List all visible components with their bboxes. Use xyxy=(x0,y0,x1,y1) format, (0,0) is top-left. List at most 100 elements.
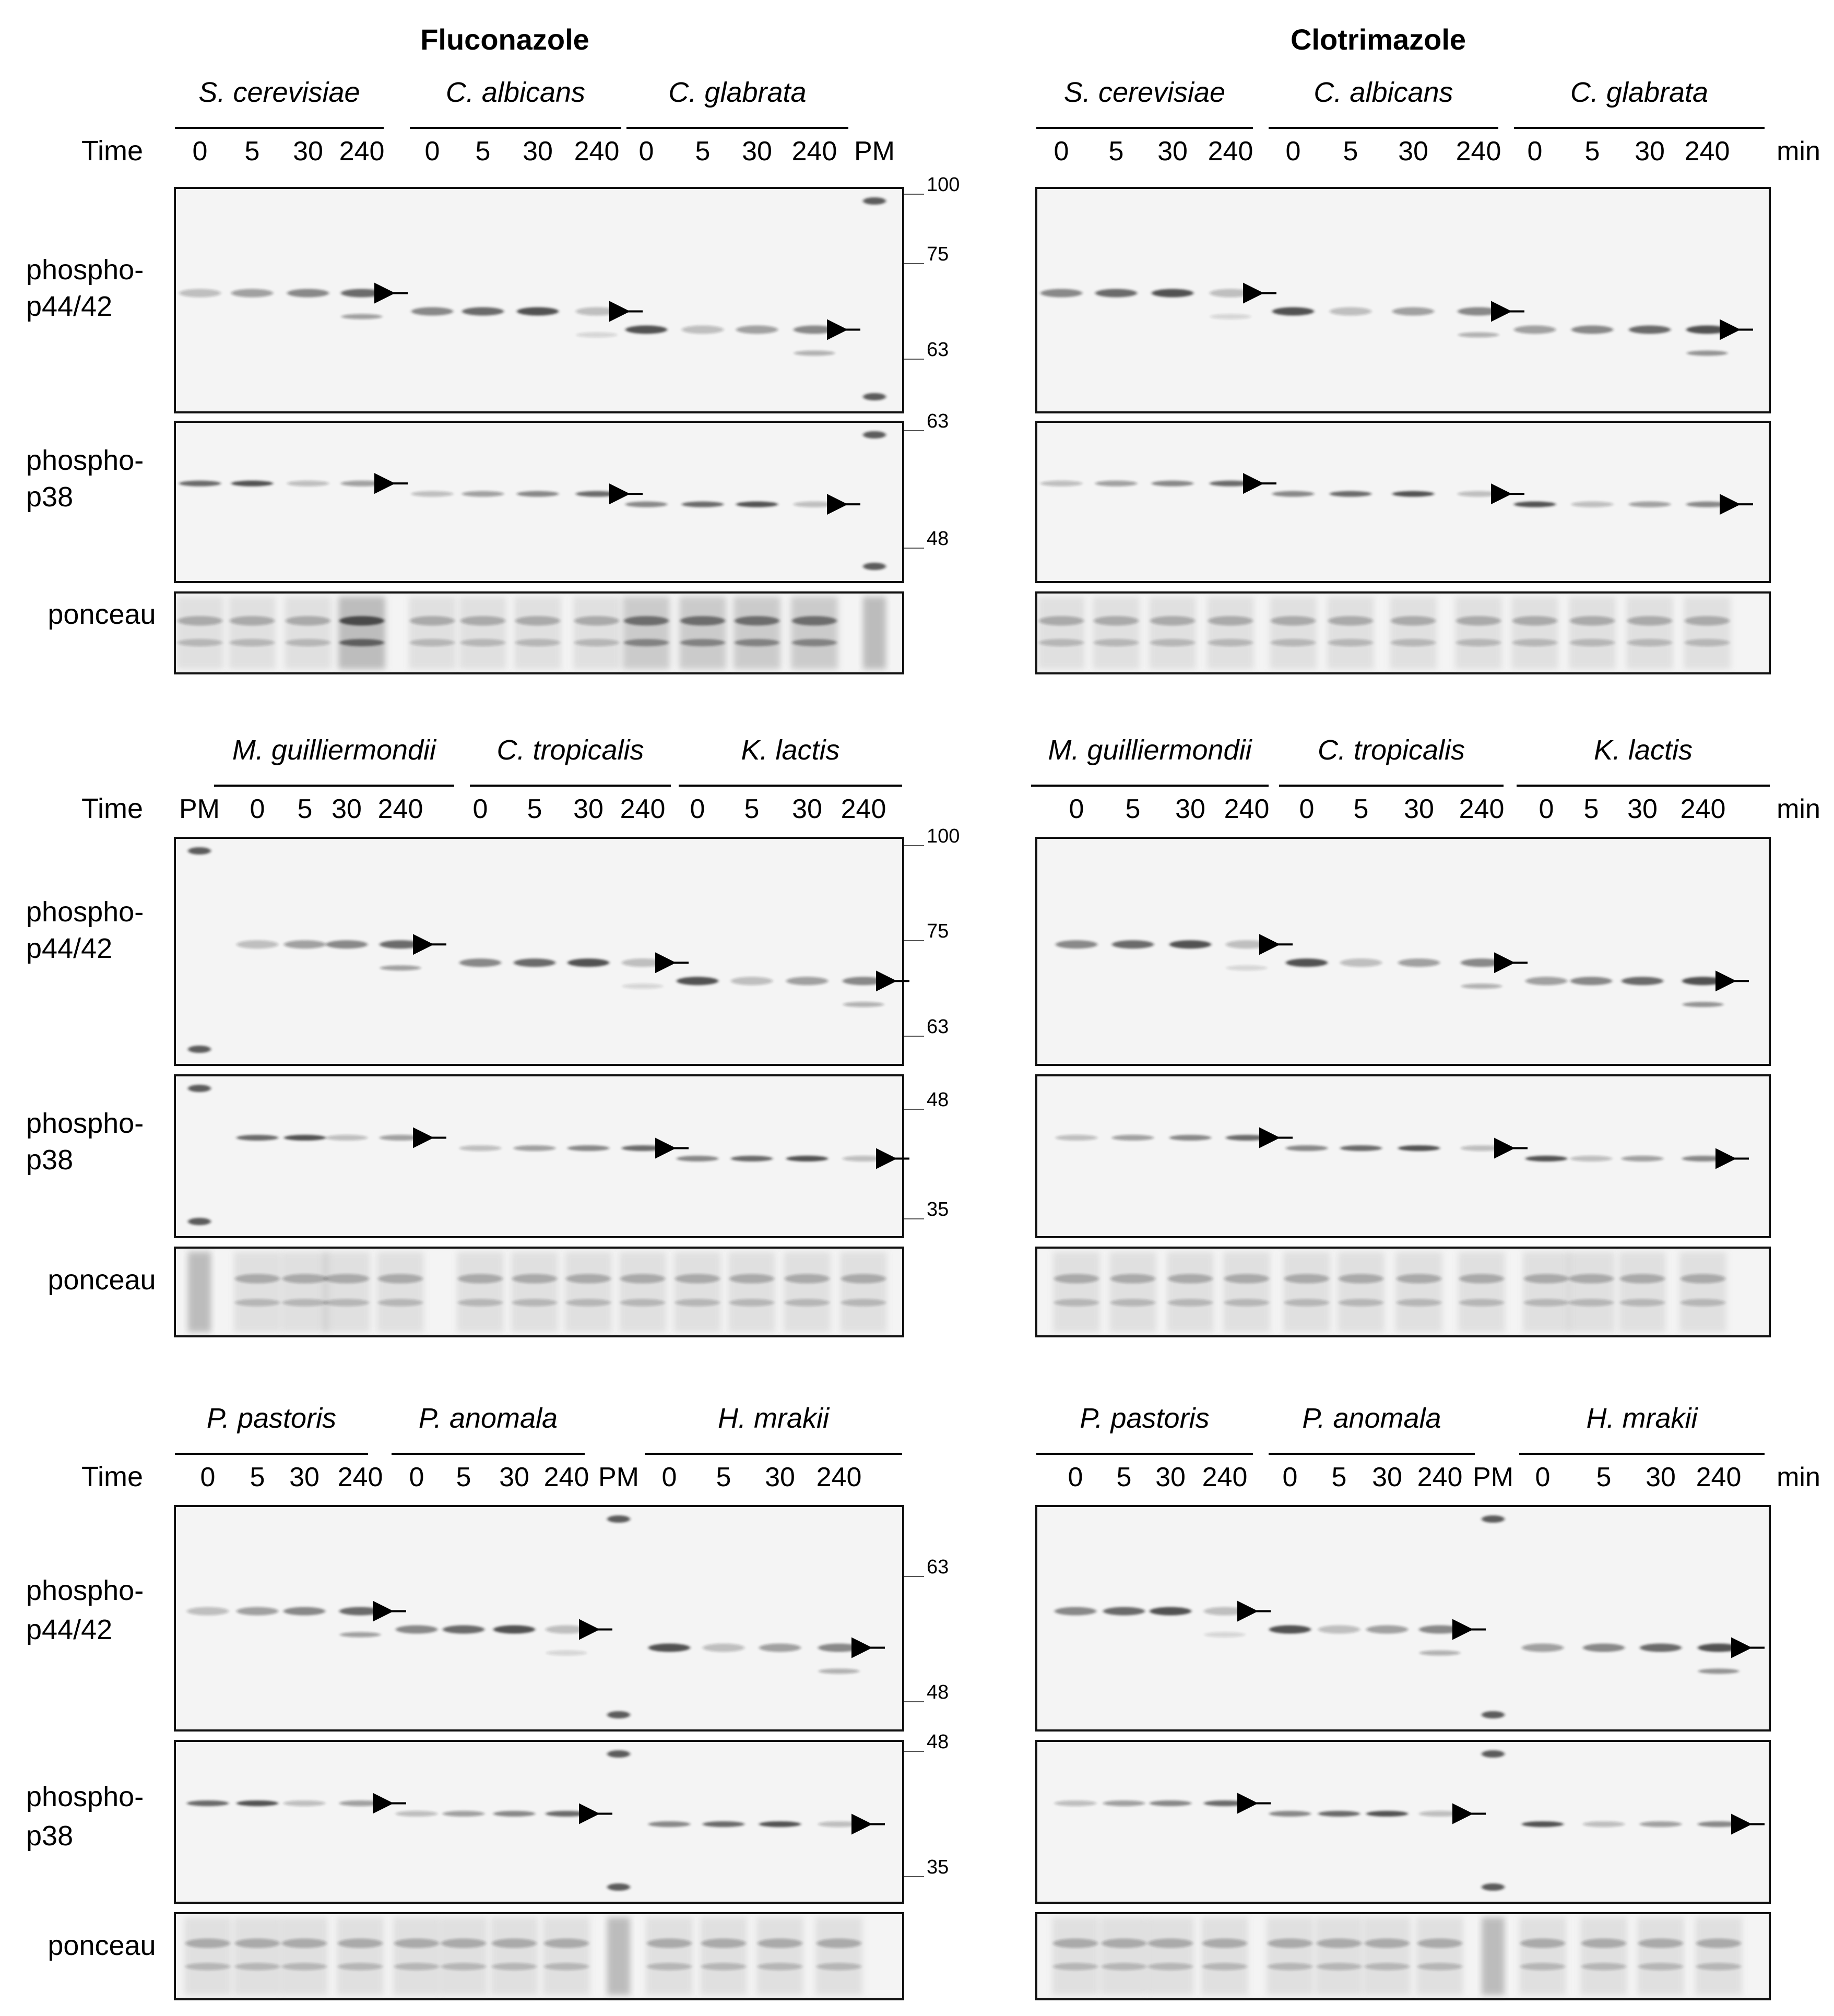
mw-marker-label: 75 xyxy=(927,243,949,265)
species-label: C. glabrata xyxy=(668,77,806,108)
time-point-label: 0 xyxy=(1069,794,1084,824)
time-point-label: 240 xyxy=(620,794,666,824)
mw-marker-label: 48 xyxy=(927,528,949,550)
time-point-label: 0 xyxy=(1286,136,1301,167)
time-point-label: 0 xyxy=(193,136,208,167)
time-point-label: 30 xyxy=(332,794,362,824)
time-point-label: 0 xyxy=(1528,136,1543,167)
time-point-label: 5 xyxy=(695,136,711,167)
species-label: H. mrakii xyxy=(718,1403,830,1434)
mw-marker-label: 63 xyxy=(927,1556,949,1578)
time-point-label: 0 xyxy=(662,1462,677,1492)
blot-row-label: phospho- xyxy=(26,1781,144,1812)
time-point-label: 30 xyxy=(1175,794,1205,824)
time-point-label: 30 xyxy=(742,136,772,167)
phospho-p44-42-blot xyxy=(174,837,904,1066)
time-point-label: 0 xyxy=(639,136,654,167)
time-point-label: 5 xyxy=(476,136,491,167)
phospho-p38-blot xyxy=(174,1074,904,1238)
blot-row-label: ponceau xyxy=(48,599,156,630)
time-point-label: 240 xyxy=(1681,794,1726,824)
species-label: M. guilliermondii xyxy=(1048,734,1252,766)
time-point-label: 240 xyxy=(339,136,385,167)
phospho-p44-42-blot xyxy=(174,187,904,413)
time-point-label: 30 xyxy=(792,794,822,824)
mw-marker-label: 100 xyxy=(927,825,960,847)
time-point-label: 5 xyxy=(744,794,760,824)
mw-marker-label: 100 xyxy=(927,174,960,196)
time-point-label: 0 xyxy=(425,136,440,167)
mw-marker-label: 75 xyxy=(927,920,949,942)
time-point-label: 5 xyxy=(298,794,313,824)
mw-marker-label: 63 xyxy=(927,1016,949,1038)
time-point-label: 5 xyxy=(1332,1462,1347,1492)
time-point-label: 240 xyxy=(841,794,886,824)
species-label: P. pastoris xyxy=(1080,1403,1209,1434)
phospho-p44-42-blot xyxy=(1035,837,1771,1066)
phospho-p44-42-blot xyxy=(174,1505,904,1732)
time-point-label: 0 xyxy=(473,794,488,824)
phospho-p38-blot xyxy=(1035,1740,1771,1904)
time-axis-label: Time xyxy=(81,1461,143,1492)
time-point-label: 240 xyxy=(544,1462,589,1492)
species-label: C. tropicalis xyxy=(496,734,644,766)
time-point-label: 240 xyxy=(338,1462,383,1492)
time-point-label: 5 xyxy=(1126,794,1141,824)
mw-marker-label: 48 xyxy=(927,1731,949,1753)
time-point-label: 0 xyxy=(250,794,265,824)
time-unit-label: min xyxy=(1777,136,1820,167)
species-label: C. albicans xyxy=(446,77,585,108)
time-point-label: 30 xyxy=(1372,1462,1402,1492)
mw-marker-label: 63 xyxy=(927,410,949,432)
mw-marker-label: 35 xyxy=(927,1856,949,1878)
mw-marker-label: 48 xyxy=(927,1089,949,1111)
phospho-p38-blot xyxy=(174,421,904,583)
species-label: P. anomala xyxy=(419,1403,558,1434)
blot-row-label: p38 xyxy=(26,1820,73,1852)
time-point-label: 0 xyxy=(200,1462,216,1492)
time-point-label: 240 xyxy=(1417,1462,1463,1492)
time-point-label: 240 xyxy=(1696,1462,1742,1492)
time-point-label: 5 xyxy=(1354,794,1369,824)
time-point-label: 5 xyxy=(716,1462,731,1492)
time-point-label: 0 xyxy=(1054,136,1069,167)
time-point-label: 0 xyxy=(1283,1462,1298,1492)
time-point-label: 30 xyxy=(289,1462,320,1492)
protein-marker-label: PM xyxy=(179,794,220,824)
time-point-label: 30 xyxy=(1398,136,1428,167)
phospho-p38-blot xyxy=(174,1740,904,1904)
species-label: K. lactis xyxy=(1594,734,1693,766)
panel-title-fluconazole: Fluconazole xyxy=(420,23,589,56)
blot-row-label: phospho- xyxy=(26,1108,144,1139)
time-point-label: 0 xyxy=(1535,1462,1551,1492)
phospho-p44-42-blot xyxy=(1035,187,1771,413)
blot-row-label: p44/42 xyxy=(26,933,112,964)
time-point-label: 240 xyxy=(792,136,837,167)
time-point-label: 240 xyxy=(1456,136,1501,167)
species-label: S. cerevisiae xyxy=(1064,77,1225,108)
blot-row-label: phospho- xyxy=(26,254,144,286)
time-point-label: 5 xyxy=(1343,136,1358,167)
time-point-label: 240 xyxy=(1202,1462,1248,1492)
phospho-p44-42-blot xyxy=(1035,1505,1771,1732)
time-point-label: 30 xyxy=(573,794,604,824)
blot-row-label: p38 xyxy=(26,481,73,513)
blot-row-label: ponceau xyxy=(48,1264,156,1296)
time-point-label: 30 xyxy=(1157,136,1188,167)
species-label: P. pastoris xyxy=(207,1403,336,1434)
species-label: K. lactis xyxy=(741,734,839,766)
mw-marker-label: 63 xyxy=(927,339,949,361)
species-label: H. mrakii xyxy=(1587,1403,1699,1434)
time-point-label: 30 xyxy=(523,136,553,167)
species-label: M. guilliermondii xyxy=(232,734,437,766)
time-point-label: 30 xyxy=(1635,136,1665,167)
protein-marker-label: PM xyxy=(854,136,895,167)
time-unit-label: min xyxy=(1777,794,1820,824)
blot-row-label: p38 xyxy=(26,1144,73,1176)
time-point-label: 240 xyxy=(574,136,620,167)
time-point-label: 0 xyxy=(1539,794,1554,824)
species-label: C. tropicalis xyxy=(1318,734,1465,766)
time-point-label: 240 xyxy=(1459,794,1505,824)
time-point-label: 0 xyxy=(690,794,705,824)
